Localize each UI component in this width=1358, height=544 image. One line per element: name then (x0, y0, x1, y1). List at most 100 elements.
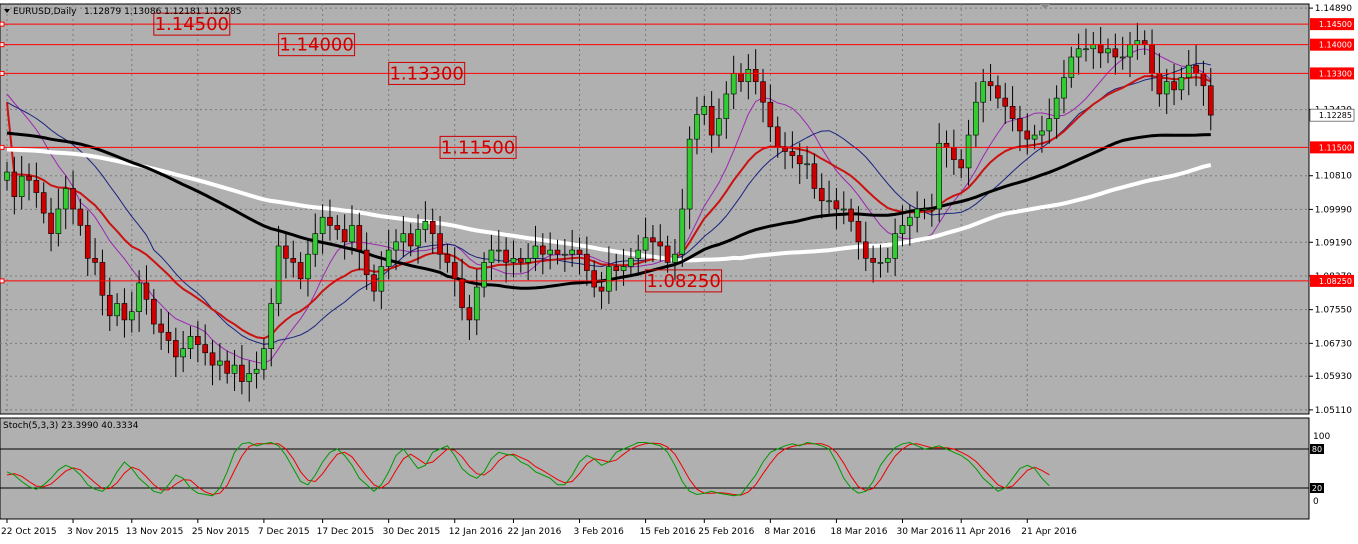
candle (319, 204, 326, 254)
candle (723, 81, 730, 139)
candle-body-bull (980, 81, 987, 103)
candle-body-bear (1009, 105, 1016, 119)
candle-body-bear (576, 249, 583, 255)
candle (884, 248, 891, 273)
candle (356, 212, 363, 271)
candle (290, 240, 297, 278)
candle (804, 146, 810, 180)
candle-body-bull (481, 262, 487, 288)
y-tick-label: 1.05110 (1315, 406, 1352, 416)
candle (540, 233, 546, 275)
candle (554, 239, 561, 265)
candle (870, 245, 876, 283)
candle (261, 338, 267, 380)
x-tick-label: 3 Nov 2015 (67, 527, 119, 537)
candle-body-bear (584, 253, 590, 271)
candle (466, 294, 473, 341)
candle-body-bull (268, 303, 275, 349)
candle (158, 308, 164, 350)
candle-body-bear (33, 179, 40, 193)
x-tick-label: 15 Feb 2016 (640, 527, 696, 537)
candle-body-bull (400, 233, 407, 243)
candle-body-bull (319, 216, 326, 234)
candle (1119, 36, 1126, 70)
candle (114, 293, 120, 327)
candle-body-bull (899, 225, 906, 234)
candle (914, 191, 920, 233)
candle (217, 343, 223, 381)
candle (378, 251, 385, 309)
level-axis-badge-text: 1.14000 (1319, 41, 1352, 50)
candle (840, 191, 847, 225)
level-label: 1.08250 (646, 271, 720, 292)
candle (503, 237, 509, 283)
shift-marker-icon (1040, 4, 1050, 9)
candle-body-bull (914, 208, 920, 218)
candle-body-bull (642, 237, 649, 251)
candle (855, 206, 862, 260)
level-axis-badge-text: 1.14500 (1319, 20, 1352, 29)
level-axis-badge-text: 1.11500 (1319, 143, 1352, 152)
candle (510, 240, 517, 278)
candle-body-bear (121, 303, 128, 321)
candle-body-bull (1185, 64, 1192, 78)
candle-body-bear (165, 331, 172, 341)
level-axis-badge (1310, 141, 1354, 154)
candle-body-bull (1075, 48, 1082, 58)
candle-body-bull (1105, 48, 1111, 54)
candle (591, 260, 598, 298)
candle (268, 288, 275, 367)
candle-body-bear (708, 105, 715, 136)
candle (936, 123, 942, 222)
candle (752, 49, 759, 95)
x-tick-label: 3 Feb 2016 (574, 527, 625, 537)
candle-body-bull (1134, 40, 1141, 45)
candle-body-bear (613, 266, 620, 271)
candle-body-bear (202, 344, 208, 354)
candle-body-bear (1193, 64, 1199, 74)
candle-body-bull (804, 163, 810, 166)
candle (18, 156, 25, 210)
candle (767, 84, 774, 143)
candle (1112, 33, 1119, 75)
x-tick-label: 8 Mar 2016 (764, 527, 816, 537)
candle (151, 289, 157, 335)
x-tick-label: 11 Apr 2016 (955, 527, 1011, 537)
candle (877, 244, 884, 278)
candle-body-bear (958, 159, 965, 169)
candle-body-bear (796, 155, 803, 165)
candle (246, 360, 253, 402)
candle-body-bull (378, 266, 385, 292)
candle (385, 229, 392, 280)
candle (826, 180, 832, 214)
candle (1185, 50, 1192, 96)
candle-body-bear (1141, 40, 1148, 45)
chart-symbol: EURUSD,Daily (13, 7, 77, 17)
candle-body-bull (965, 134, 972, 169)
candle-body-bear (1002, 97, 1009, 107)
candle (657, 224, 664, 262)
candle (620, 248, 627, 286)
candle-body-bull (261, 348, 267, 370)
candle (694, 96, 700, 155)
level-axis-badge (1310, 274, 1354, 287)
candle-body-bear (1017, 118, 1023, 132)
candle (437, 215, 443, 270)
candle (642, 217, 649, 263)
candle-body-bull (929, 208, 935, 211)
candle-body-bull (1163, 81, 1170, 95)
candle (202, 324, 208, 366)
candle-body-bear (297, 262, 304, 280)
candle-body-bear (356, 225, 363, 251)
candle (987, 63, 994, 101)
candle-body-bear (833, 200, 840, 210)
candle (613, 253, 620, 291)
candle-body-bear (995, 85, 1001, 99)
candle-body-bull (840, 208, 847, 211)
candle-body-bull (745, 69, 752, 82)
candle (488, 234, 495, 281)
candle-body-bear (363, 249, 370, 276)
candle-body-bear (591, 270, 598, 288)
candle-body-bull (686, 138, 693, 210)
candle (1171, 63, 1177, 106)
